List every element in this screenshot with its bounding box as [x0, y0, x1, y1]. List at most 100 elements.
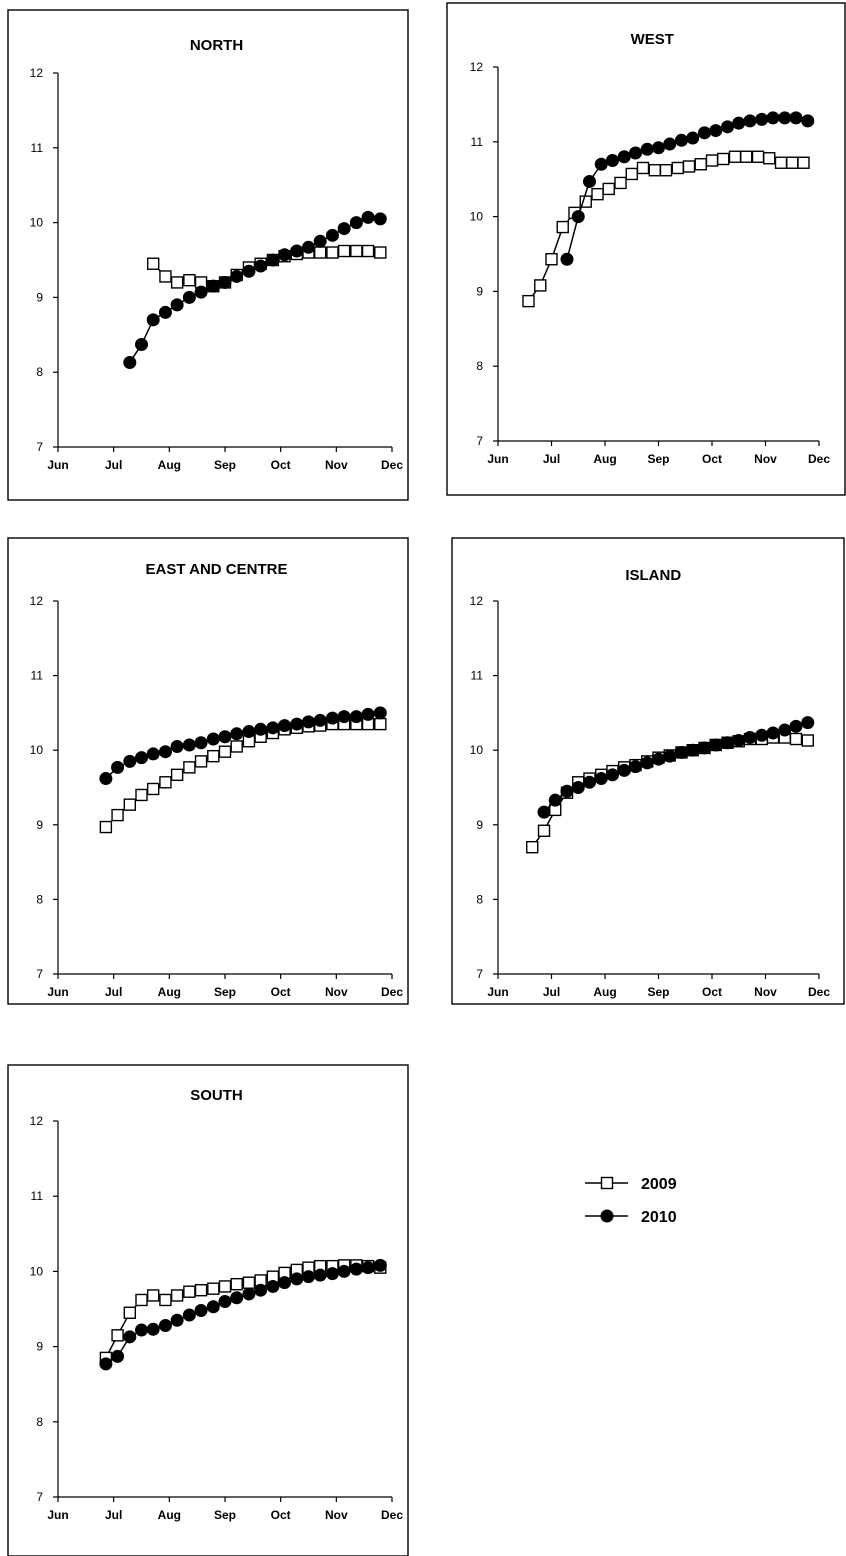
- y-tick-label: 9: [476, 284, 483, 298]
- data-point: [698, 126, 712, 140]
- x-tick-label: Sep: [647, 985, 669, 999]
- x-tick-label: Oct: [702, 452, 722, 466]
- x-tick-label: Dec: [808, 985, 830, 999]
- y-tick-label: 8: [36, 1415, 43, 1429]
- x-tick-label: Jul: [543, 985, 560, 999]
- x-tick-label: Jul: [105, 458, 122, 472]
- y-tick-label: 9: [36, 1340, 43, 1354]
- data-point: [182, 738, 196, 752]
- data-point: [625, 167, 638, 181]
- y-tick-label: 11: [31, 669, 44, 683]
- x-tick-label: Nov: [325, 1508, 348, 1522]
- x-tick-label: Aug: [158, 1508, 181, 1522]
- x-tick-label: Jun: [47, 985, 68, 999]
- data-point: [560, 784, 574, 798]
- data-point: [266, 253, 280, 267]
- x-tick-label: Jul: [105, 1508, 122, 1522]
- data-point: [789, 111, 803, 125]
- data-point: [218, 730, 232, 744]
- data-point: [766, 726, 780, 740]
- data-point: [594, 772, 608, 786]
- data-point: [313, 246, 327, 259]
- data-point: [123, 1330, 137, 1344]
- y-tick-label: 10: [30, 216, 44, 230]
- data-point: [158, 745, 172, 759]
- x-tick-label: Sep: [214, 458, 236, 472]
- data-point: [302, 1270, 315, 1284]
- data-point: [705, 154, 719, 167]
- data-point: [182, 290, 196, 304]
- data-point: [99, 1357, 113, 1371]
- chart-south: SOUTH 7 8 9 10 11 12 Jun Jul Aug Sep Oct Nov Dec: [7, 1064, 409, 1556]
- data-point: [135, 338, 148, 352]
- data-point: [534, 279, 547, 292]
- data-point: [801, 734, 814, 747]
- x-tick-label: Aug: [593, 452, 616, 466]
- y-tick-label: 11: [471, 135, 484, 149]
- data-point: [230, 740, 243, 753]
- data-point: [337, 244, 351, 258]
- data-point: [290, 717, 304, 731]
- data-point: [170, 1289, 184, 1302]
- data-point: [146, 1289, 160, 1302]
- y-tick-label: 8: [36, 892, 43, 906]
- y-tick-label: 7: [36, 967, 43, 981]
- x-tick-label: Nov: [754, 985, 777, 999]
- data-point: [183, 273, 196, 287]
- data-point: [254, 1283, 268, 1297]
- chart-title: EAST AND CENTRE: [146, 561, 288, 578]
- data-point: [111, 1349, 125, 1363]
- series-line: [527, 156, 804, 302]
- data-point: [111, 760, 125, 774]
- x-tick-label: Dec: [381, 985, 403, 999]
- x-tick-label: Aug: [593, 985, 616, 999]
- y-tick-label: 12: [470, 594, 484, 608]
- x-tick-label: Sep: [647, 452, 669, 466]
- data-point: [313, 234, 327, 248]
- data-point: [743, 731, 757, 745]
- data-point: [170, 276, 184, 289]
- x-tick-label: Oct: [271, 985, 291, 999]
- data-point: [337, 710, 351, 724]
- data-point: [548, 793, 562, 807]
- data-point: [146, 782, 160, 796]
- data-point: [242, 1287, 256, 1301]
- data-point: [230, 727, 244, 741]
- data-point: [230, 269, 244, 283]
- data-point: [158, 305, 172, 319]
- x-tick-label: Dec: [808, 452, 830, 466]
- data-point: [302, 240, 315, 254]
- data-point: [278, 248, 292, 262]
- data-point: [591, 187, 604, 201]
- legend-label: 2010: [641, 1209, 677, 1226]
- y-tick-label: 12: [30, 1114, 44, 1128]
- data-point: [135, 1323, 148, 1337]
- x-tick-label: Oct: [702, 985, 722, 999]
- data-point: [111, 1329, 124, 1342]
- chart-title: ISLAND: [625, 567, 681, 584]
- data-point: [111, 808, 124, 822]
- data-point: [183, 1285, 196, 1298]
- series-line: [129, 216, 381, 363]
- legend: 2009 2010: [585, 1176, 677, 1226]
- data-point: [218, 1280, 232, 1293]
- x-tick-label: Jun: [487, 985, 508, 999]
- x-tick-label: Oct: [271, 1508, 291, 1522]
- data-point: [594, 157, 608, 171]
- x-tick-label: Sep: [214, 1508, 236, 1522]
- x-tick-label: Dec: [381, 1508, 403, 1522]
- data-point: [778, 723, 792, 737]
- data-point: [374, 246, 387, 259]
- y-tick-label: 9: [36, 290, 43, 304]
- y-tick-label: 7: [36, 1490, 43, 1504]
- data-point: [230, 1277, 243, 1291]
- data-point: [721, 736, 735, 750]
- data-point: [350, 244, 363, 258]
- data-point: [361, 210, 375, 224]
- x-tick-label: Aug: [158, 985, 181, 999]
- data-point: [682, 160, 696, 173]
- series-2010: [537, 716, 815, 819]
- data-point: [135, 751, 148, 765]
- data-point: [617, 150, 631, 164]
- data-point: [728, 150, 742, 163]
